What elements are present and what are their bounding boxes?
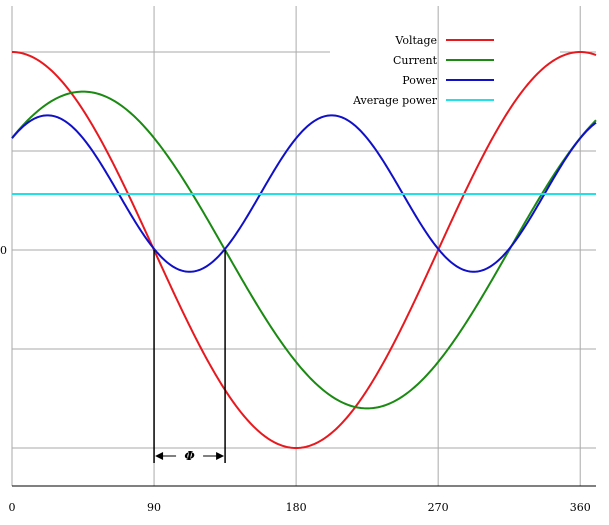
phi-arrowhead-left: [155, 452, 164, 460]
x-tick-label-2: 180: [286, 501, 307, 514]
series-power-line: [11, 114, 597, 273]
x-tick-label-4: 360: [570, 501, 591, 514]
y-tick-label-0: 0: [0, 244, 7, 257]
legend-label-current: Current: [393, 54, 438, 67]
x-tick-label-0: 0: [9, 501, 16, 514]
legend-label-power: Power: [402, 74, 438, 87]
phi-arrowhead-right: [216, 452, 225, 460]
x-tick-label-1: 90: [147, 501, 161, 514]
legend-label-voltage: Voltage: [394, 34, 437, 47]
legend-label-average-power: Average power: [352, 94, 438, 107]
series-current-line: [11, 90, 597, 410]
x-tick-label-3: 270: [428, 501, 449, 514]
legend: Voltage Current Power Average power: [352, 34, 494, 107]
grid: [11, 6, 596, 487]
axis-labels: 0 90 180 270 360 0: [0, 244, 591, 514]
phi-label: Φ: [184, 449, 195, 463]
phi-annotation: Φ: [153, 250, 226, 463]
series-layer: [11, 50, 597, 450]
series-voltage-line: [11, 50, 597, 450]
